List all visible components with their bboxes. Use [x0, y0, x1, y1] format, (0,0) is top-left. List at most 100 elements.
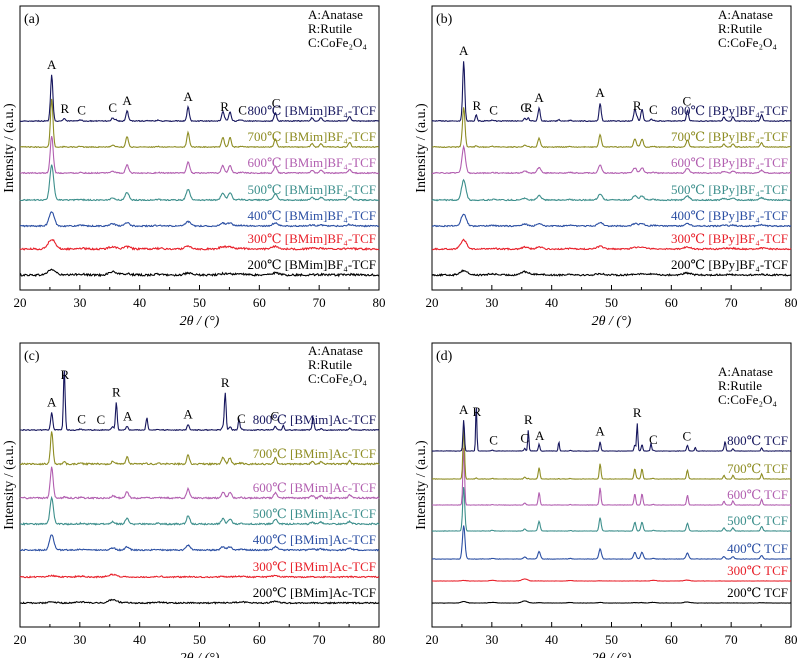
peak-label-R: R — [633, 98, 642, 113]
series-label-2: 300℃ TCF — [727, 563, 788, 578]
series-line-5 — [19, 136, 380, 175]
x-tick-label: 60 — [665, 632, 678, 647]
x-tick-label: 20 — [14, 632, 27, 647]
y-axis-label: Intensity / (a.u.) — [414, 103, 429, 193]
series-line-3 — [432, 525, 792, 560]
x-tick-label: 50 — [605, 295, 618, 310]
phase-legend-line: R:Rutile — [308, 357, 352, 372]
peak-label-A: A — [122, 93, 132, 108]
peak-label-A: A — [183, 89, 193, 104]
x-tick-label: 80 — [785, 295, 798, 310]
peak-label-A: A — [595, 424, 605, 439]
peak-label-R: R — [473, 404, 482, 419]
series-line-3 — [19, 534, 380, 552]
x-tick-label: 40 — [133, 632, 146, 647]
peak-label-C: C — [237, 411, 246, 426]
phase-legend-line: A:Anatase — [308, 343, 363, 358]
x-tick-label: 30 — [73, 295, 86, 310]
series-line-7 — [20, 370, 380, 432]
series-line-6 — [20, 98, 380, 149]
x-tick-label: 80 — [373, 295, 386, 310]
series-line-3 — [19, 211, 380, 228]
series-label-2: 300℃ [BPy]BF₄-TCF — [671, 231, 788, 246]
series-line-2 — [19, 238, 380, 252]
series-label-7: 800℃ [BMim]BF₄-TCF — [247, 103, 376, 118]
peak-label-C: C — [77, 411, 86, 426]
phase-legend-line: C:CoFe₂O₄ — [718, 392, 777, 407]
series-line-7 — [431, 61, 792, 123]
peak-label-C: C — [520, 100, 529, 115]
peak-label-A: A — [47, 394, 57, 409]
series-line-2 — [431, 578, 791, 582]
peak-label-C: C — [96, 412, 105, 427]
x-tick-label: 40 — [545, 632, 558, 647]
y-axis-label: Intensity / (a.u.) — [414, 440, 429, 530]
peak-label-R: R — [221, 375, 230, 390]
peak-label-C: C — [108, 100, 117, 115]
peak-label-A: A — [595, 85, 605, 100]
x-axis-label: 2θ / (°) — [180, 314, 220, 329]
x-tick-label: 60 — [665, 295, 678, 310]
x-tick-label: 70 — [725, 295, 738, 310]
peak-label-C: C — [77, 102, 86, 117]
series-line-7 — [19, 74, 380, 123]
phase-legend-line: A:Anatase — [718, 364, 773, 379]
series-line-4 — [19, 164, 379, 202]
x-tick-label: 70 — [725, 632, 738, 647]
x-tick-label: 50 — [193, 295, 206, 310]
x-tick-label: 30 — [73, 632, 86, 647]
peak-label-A: A — [534, 90, 544, 105]
phase-legend-line: R:Rutile — [718, 21, 762, 36]
peak-label-A: A — [47, 57, 57, 72]
series-label-4: 500℃ [BMim]BF₄-TCF — [247, 182, 376, 197]
x-axis-label: 2θ / (°) — [180, 651, 220, 658]
phase-legend-line: R:Rutile — [718, 378, 762, 393]
series-label-6: 700℃ [BMim]Ac-TCF — [253, 446, 376, 461]
series-label-6: 700℃ [BMim]BF₄-TCF — [247, 129, 376, 144]
x-tick-label: 80 — [785, 632, 798, 647]
series-line-6 — [432, 427, 792, 480]
peak-label-C: C — [271, 408, 280, 423]
phase-legend-line: A:Anatase — [718, 7, 773, 22]
series-line-4 — [431, 487, 792, 532]
x-axis-label: 2θ / (°) — [592, 651, 632, 658]
peak-label-C: C — [272, 96, 281, 111]
series-label-5: 600℃ [BMim]BF₄-TCF — [247, 155, 376, 170]
panel-label: (a) — [24, 12, 40, 27]
peak-label-A: A — [183, 407, 193, 422]
series-label-5: 600℃ TCF — [727, 487, 788, 502]
series-line-1 — [431, 269, 792, 278]
peak-label-R: R — [220, 99, 229, 114]
series-label-5: 600℃ [BMim]Ac-TCF — [253, 480, 376, 495]
series-line-5 — [432, 144, 792, 175]
series-label-3: 400℃ [BMim]BF₄-TCF — [247, 208, 376, 223]
panel-b: 20 30 40 50 60 70 80 2θ / (°) Intensity / (a.u.)… — [414, 5, 798, 329]
phase-legend-line: A:Anatase — [308, 7, 363, 22]
peak-label-C: C — [649, 102, 658, 117]
y-axis-label: Intensity / (a.u.) — [2, 440, 17, 530]
series-label-1: 200℃ [BMim]BF₄-TCF — [247, 257, 376, 272]
series-label-6: 700℃ TCF — [727, 461, 788, 476]
peak-label-R: R — [473, 98, 482, 113]
x-tick-label: 20 — [14, 295, 27, 310]
x-tick-label: 60 — [253, 632, 266, 647]
series-label-6: 700℃ [BPy]BF₄-TCF — [671, 129, 788, 144]
series-label-7: 800℃ [BPy]BF₄-TCF — [671, 103, 788, 118]
panel-c: 20 30 40 50 60 70 80 2θ / (°) Intensity / (a.u.)… — [2, 342, 386, 663]
series-label-7: 800℃ [BMim]Ac-TCF — [253, 412, 376, 427]
series-label-3: 400℃ [BMim]Ac-TCF — [253, 532, 376, 547]
y-axis-label: Intensity / (a.u.) — [2, 103, 17, 193]
series-line-4 — [431, 178, 792, 202]
panel-label: (c) — [24, 349, 40, 364]
series-label-1: 200℃ [BMim]Ac-TCF — [253, 585, 376, 600]
peak-label-C: C — [683, 428, 692, 443]
panel-label: (b) — [436, 12, 453, 27]
peak-label-C: C — [489, 433, 498, 448]
series-line-2 — [431, 238, 792, 251]
x-tick-label: 30 — [485, 295, 498, 310]
series-line-2 — [19, 573, 380, 579]
panel-label: (d) — [436, 349, 453, 364]
series-line-4 — [20, 495, 380, 526]
x-tick-label: 50 — [605, 632, 618, 647]
series-line-3 — [431, 213, 792, 228]
